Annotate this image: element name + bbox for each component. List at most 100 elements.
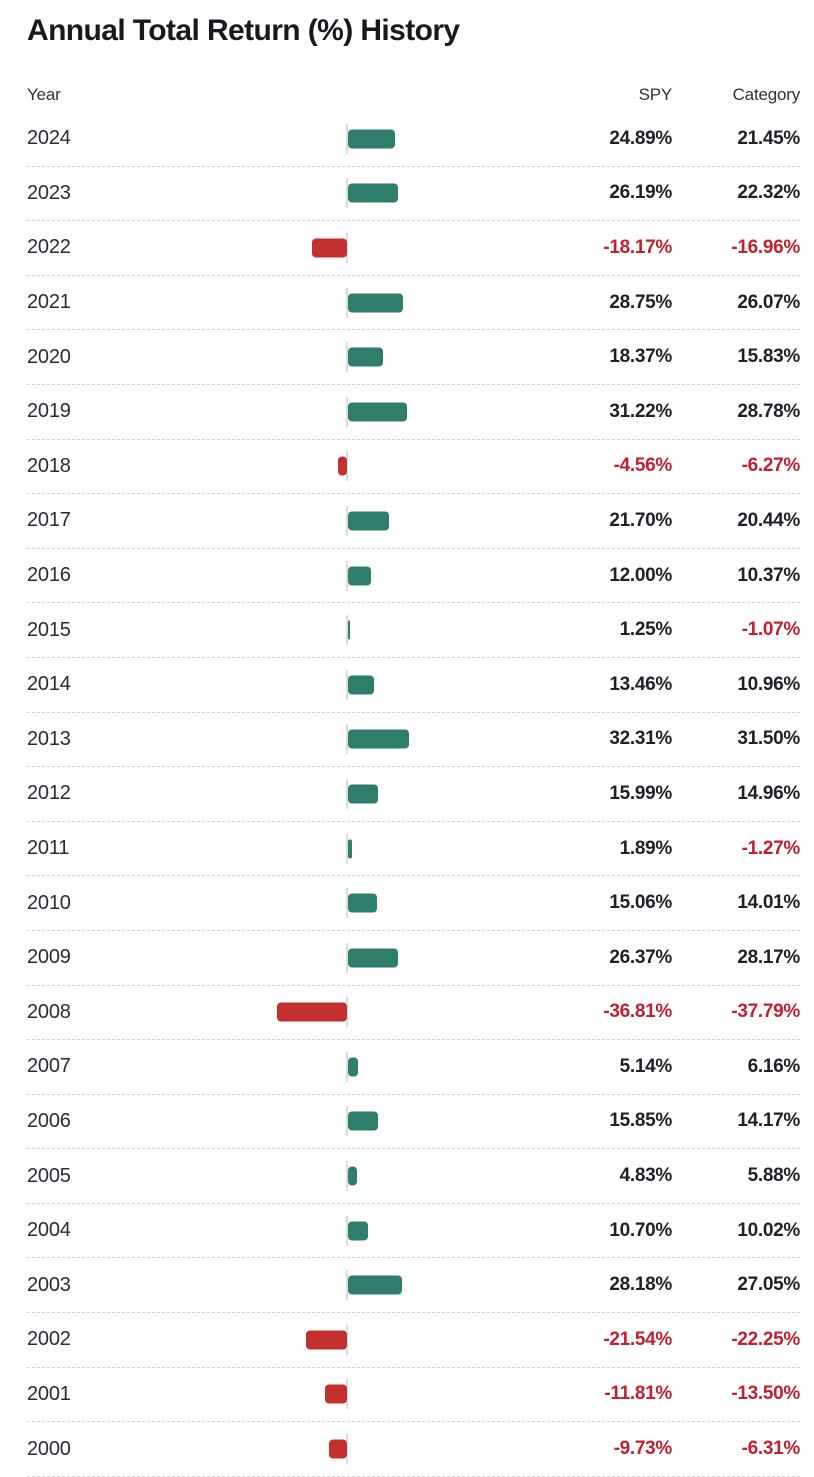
category-value: 10.02% bbox=[737, 1219, 800, 1241]
return-bar-cell bbox=[147, 1040, 512, 1094]
returns-table-body: 2024 24.89% 21.45% 2023 26.19% 22.32% 2022 -18.… bbox=[27, 112, 800, 1477]
table-row: 2010 15.06% 14.01% bbox=[27, 876, 800, 931]
spy-value: 31.22% bbox=[609, 400, 672, 422]
spy-value: -11.81% bbox=[604, 1383, 672, 1405]
spy-value: 18.37% bbox=[609, 346, 672, 368]
return-bar-cell bbox=[147, 822, 512, 876]
table-row: 2001 -11.81% -13.50% bbox=[27, 1368, 800, 1423]
return-bar-cell bbox=[147, 1149, 512, 1203]
table-row: 2004 10.70% 10.02% bbox=[27, 1204, 800, 1259]
category-value: 10.37% bbox=[737, 564, 800, 586]
category-value: 14.17% bbox=[737, 1110, 800, 1132]
table-row: 2008 -36.81% -37.79% bbox=[27, 986, 800, 1041]
table-row: 2013 32.31% 31.50% bbox=[27, 713, 800, 768]
bar-baseline bbox=[346, 724, 348, 755]
spy-return-bar-positive bbox=[348, 675, 374, 695]
table-row: 2021 28.75% 26.07% bbox=[27, 276, 800, 331]
spy-return-bar-positive bbox=[348, 1275, 402, 1295]
bar-baseline bbox=[346, 123, 348, 154]
year-label: 2007 bbox=[27, 1055, 71, 1078]
spy-value: 32.31% bbox=[609, 728, 672, 750]
spy-value: 1.89% bbox=[619, 837, 673, 859]
spy-value: 26.37% bbox=[609, 946, 672, 968]
return-bar-cell bbox=[147, 1368, 512, 1422]
spy-return-bar-positive bbox=[348, 129, 396, 149]
spy-return-bar-positive bbox=[348, 1221, 369, 1241]
return-bar-cell bbox=[147, 276, 512, 330]
spy-return-bar-positive bbox=[348, 511, 390, 531]
return-bar-cell bbox=[147, 658, 512, 712]
bar-baseline bbox=[346, 1379, 348, 1410]
table-row: 2016 12.00% 10.37% bbox=[27, 549, 800, 604]
return-bar-cell bbox=[147, 221, 512, 275]
bar-baseline bbox=[346, 669, 348, 700]
year-label: 2019 bbox=[27, 400, 71, 423]
table-row: 2024 24.89% 21.45% bbox=[27, 112, 800, 167]
year-label: 2014 bbox=[27, 673, 71, 696]
year-label: 2012 bbox=[27, 782, 71, 805]
return-bar-cell bbox=[147, 767, 512, 821]
spy-return-bar-negative bbox=[324, 1384, 347, 1404]
spy-return-bar-negative bbox=[306, 1330, 347, 1350]
return-bar-cell bbox=[147, 603, 512, 657]
spy-value: 24.89% bbox=[609, 127, 672, 149]
year-label: 2008 bbox=[27, 1000, 71, 1023]
bar-baseline bbox=[346, 1324, 348, 1355]
spy-value: 12.00% bbox=[609, 564, 672, 586]
category-value: 27.05% bbox=[737, 1274, 800, 1296]
table-row: 2023 26.19% 22.32% bbox=[27, 167, 800, 222]
spy-return-bar-positive bbox=[348, 893, 377, 913]
bar-baseline bbox=[346, 833, 348, 864]
table-row: 2020 18.37% 15.83% bbox=[27, 330, 800, 385]
spy-return-bar-positive bbox=[348, 402, 408, 422]
spy-return-bar-positive bbox=[348, 948, 399, 968]
bar-baseline bbox=[346, 232, 348, 263]
spy-return-bar-positive bbox=[348, 183, 398, 203]
table-row: 2022 -18.17% -16.96% bbox=[27, 221, 800, 276]
year-label: 2009 bbox=[27, 946, 71, 969]
category-value: 15.83% bbox=[737, 346, 800, 368]
spy-value: -4.56% bbox=[613, 455, 673, 477]
return-bar-cell bbox=[147, 112, 512, 166]
table-row: 2017 21.70% 20.44% bbox=[27, 494, 800, 549]
spy-return-bar-positive bbox=[348, 1057, 358, 1077]
return-bar-cell bbox=[147, 931, 512, 985]
bar-baseline bbox=[346, 615, 348, 646]
return-bar-cell bbox=[147, 986, 512, 1040]
table-row: 2005 4.83% 5.88% bbox=[27, 1149, 800, 1204]
spy-return-bar-negative bbox=[312, 238, 347, 258]
category-value: 5.88% bbox=[747, 1165, 801, 1187]
return-bar-cell bbox=[147, 440, 512, 494]
return-bar-cell bbox=[147, 167, 512, 221]
spy-return-bar-negative bbox=[328, 1439, 347, 1459]
spy-value: 28.18% bbox=[609, 1274, 672, 1296]
bar-baseline bbox=[346, 342, 348, 373]
category-value: -6.27% bbox=[741, 455, 801, 477]
category-value: 10.96% bbox=[737, 673, 800, 695]
category-value: 28.17% bbox=[737, 946, 800, 968]
spy-return-bar-positive bbox=[348, 620, 351, 640]
bar-baseline bbox=[346, 1434, 348, 1465]
bar-baseline bbox=[346, 1161, 348, 1192]
bar-baseline bbox=[346, 287, 348, 318]
spy-return-bar-positive bbox=[348, 347, 383, 367]
spy-return-bar-positive bbox=[348, 839, 352, 859]
category-value: -22.25% bbox=[731, 1328, 800, 1350]
spy-return-bar-positive bbox=[348, 293, 403, 313]
bar-baseline bbox=[346, 1270, 348, 1301]
return-bar-cell bbox=[147, 713, 512, 767]
return-bar-cell bbox=[147, 1258, 512, 1312]
year-label: 2017 bbox=[27, 509, 71, 532]
year-label: 2016 bbox=[27, 564, 71, 587]
spy-return-bar-positive bbox=[348, 566, 371, 586]
spy-return-bar-positive bbox=[348, 1111, 379, 1131]
column-header-spy: SPY bbox=[638, 85, 673, 104]
year-label: 2000 bbox=[27, 1437, 71, 1460]
category-value: -13.50% bbox=[731, 1383, 800, 1405]
table-row: 2014 13.46% 10.96% bbox=[27, 658, 800, 713]
bar-baseline bbox=[346, 451, 348, 482]
table-row: 2019 31.22% 28.78% bbox=[27, 385, 800, 440]
table-row: 2011 1.89% -1.27% bbox=[27, 822, 800, 877]
bar-baseline bbox=[346, 396, 348, 427]
bar-baseline bbox=[346, 1106, 348, 1137]
